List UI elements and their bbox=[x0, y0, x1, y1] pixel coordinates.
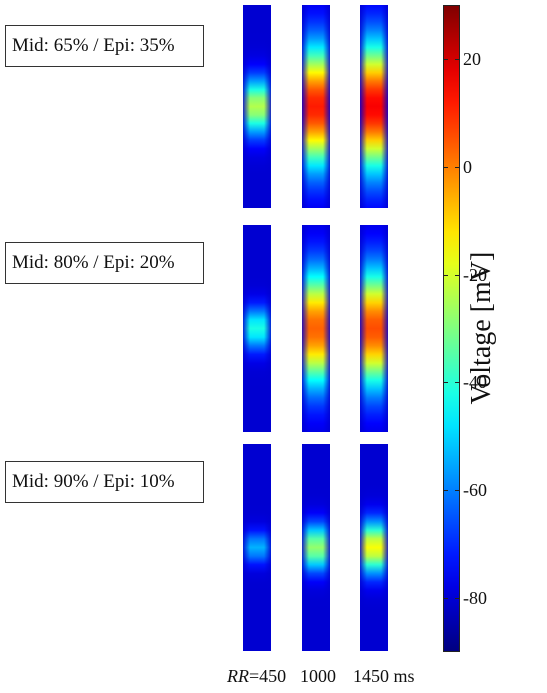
voltage-edge bbox=[302, 5, 330, 208]
colorbar-title: Voltage [mV] bbox=[466, 251, 497, 405]
voltage-edge bbox=[360, 444, 388, 651]
voltage-strip-r3-c1 bbox=[243, 444, 271, 651]
colorbar-tick-label: -80 bbox=[463, 588, 487, 609]
rr-label: RR=450 bbox=[227, 666, 286, 687]
rr-value-1: =450 bbox=[249, 666, 287, 686]
colorbar-tick-mark bbox=[455, 490, 460, 492]
colorbar-tick-mark bbox=[455, 166, 460, 168]
voltage-edge bbox=[243, 5, 271, 208]
voltage-strip-r2-c1 bbox=[243, 225, 271, 432]
rr-value-2: 1000 bbox=[300, 666, 336, 686]
colorbar-tick-mark bbox=[443, 598, 448, 600]
voltage-strip-r1-c2 bbox=[302, 5, 330, 208]
colorbar-tick-mark bbox=[455, 598, 460, 600]
colorbar-tick-mark bbox=[455, 382, 460, 384]
voltage-edge bbox=[302, 444, 330, 651]
colorbar-tick-mark bbox=[455, 58, 460, 60]
row-label-3: Mid: 90% / Epi: 10% bbox=[5, 461, 204, 503]
voltage-edge bbox=[243, 225, 271, 432]
voltage-strip-r1-c3 bbox=[360, 5, 388, 208]
colorbar-tick-mark bbox=[443, 58, 448, 60]
rr-symbol: RR bbox=[227, 666, 249, 686]
colorbar-tick-label: 20 bbox=[463, 48, 481, 69]
colorbar bbox=[443, 5, 460, 652]
colorbar-tick-mark bbox=[443, 382, 448, 384]
colorbar-tick-label: -60 bbox=[463, 480, 487, 501]
rr-value-3: 1450 ms bbox=[353, 666, 415, 686]
voltage-strip-r1-c1 bbox=[243, 5, 271, 208]
row-label-1: Mid: 65% / Epi: 35% bbox=[5, 25, 204, 67]
row-label-2: Mid: 80% / Epi: 20% bbox=[5, 242, 204, 284]
voltage-edge bbox=[302, 225, 330, 432]
colorbar-tick-mark bbox=[443, 274, 448, 276]
colorbar-tick-mark bbox=[443, 166, 448, 168]
voltage-strip-r2-c2 bbox=[302, 225, 330, 432]
colorbar-tick-mark bbox=[443, 490, 448, 492]
voltage-strip-r3-c2 bbox=[302, 444, 330, 651]
voltage-edge bbox=[360, 225, 388, 432]
colorbar-tick-label: -40 bbox=[463, 372, 487, 393]
voltage-edge bbox=[243, 444, 271, 651]
colorbar-tick-mark bbox=[455, 274, 460, 276]
voltage-strip-r2-c3 bbox=[360, 225, 388, 432]
voltage-strip-r3-c3 bbox=[360, 444, 388, 651]
voltage-edge bbox=[360, 5, 388, 208]
colorbar-tick-label: 0 bbox=[463, 156, 472, 177]
colorbar-tick-label: -20 bbox=[463, 264, 487, 285]
